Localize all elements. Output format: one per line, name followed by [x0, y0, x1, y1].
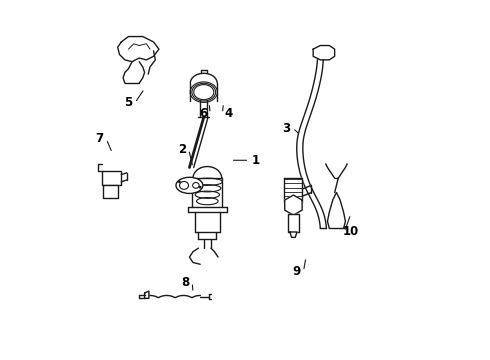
Text: 7: 7	[96, 132, 104, 145]
Circle shape	[199, 186, 201, 189]
Polygon shape	[103, 185, 118, 198]
Circle shape	[178, 180, 181, 183]
Text: 1: 1	[252, 154, 260, 167]
Text: 8: 8	[182, 276, 190, 289]
Text: 6: 6	[199, 107, 208, 120]
Text: 2: 2	[178, 143, 186, 156]
Text: 10: 10	[343, 225, 359, 238]
Text: 5: 5	[124, 96, 133, 109]
Polygon shape	[288, 214, 299, 232]
Text: 9: 9	[293, 265, 301, 278]
Ellipse shape	[176, 177, 203, 193]
Text: 4: 4	[225, 107, 233, 120]
Polygon shape	[101, 171, 122, 185]
Polygon shape	[145, 291, 149, 298]
Polygon shape	[285, 195, 302, 215]
Text: 3: 3	[282, 122, 290, 135]
Polygon shape	[118, 37, 159, 62]
Polygon shape	[285, 178, 302, 202]
Polygon shape	[290, 232, 297, 237]
Polygon shape	[313, 45, 335, 60]
